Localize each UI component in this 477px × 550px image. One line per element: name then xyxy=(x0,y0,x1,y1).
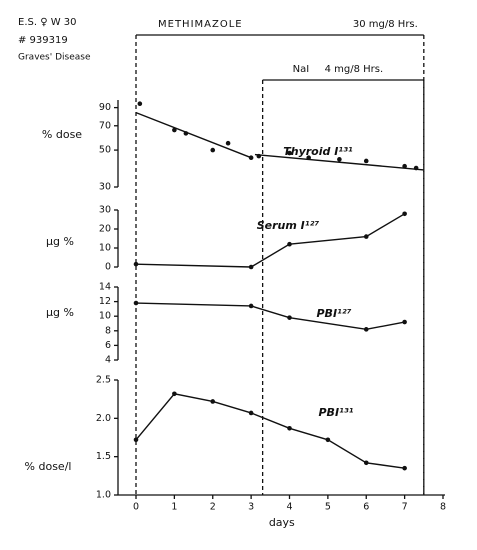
y-tick-label: 2.5 xyxy=(96,375,111,386)
x-tick-label: 2 xyxy=(210,502,216,513)
data-point xyxy=(133,437,139,443)
y-axis-label: µg % xyxy=(46,235,74,248)
series-line xyxy=(135,111,424,171)
y-tick-label: 20 xyxy=(99,224,111,235)
data-point xyxy=(287,150,292,156)
data-point xyxy=(133,300,139,306)
series-label: Serum I¹²⁷ xyxy=(257,219,320,232)
y-tick-label: 6 xyxy=(105,340,111,351)
x-tick-label: 4 xyxy=(286,502,292,513)
data-point xyxy=(172,127,177,133)
data-point xyxy=(337,157,342,162)
data-point xyxy=(287,426,292,431)
data-point xyxy=(325,437,331,443)
y-axis-label: % dose/l xyxy=(25,460,72,473)
data-point xyxy=(363,460,369,466)
y-tick-label: 4 xyxy=(105,355,111,366)
y-tick-label: 0 xyxy=(105,262,111,273)
x-tick-label: 1 xyxy=(171,502,177,513)
y-tick-label: 1.0 xyxy=(96,490,111,501)
x-tick-label: 7 xyxy=(402,502,408,513)
x-tick-label: 6 xyxy=(363,502,369,513)
y-tick-label: 10 xyxy=(99,311,111,322)
x-tick-label: 8 xyxy=(440,502,446,513)
data-point xyxy=(248,264,254,270)
y-tick-label: 12 xyxy=(99,296,111,307)
y-tick-label: 50 xyxy=(99,145,111,156)
x-tick-label: 3 xyxy=(248,502,254,513)
patient: E.S. ♀ W 30 xyxy=(18,17,77,28)
y-tick-label: 2.0 xyxy=(96,413,111,424)
data-point xyxy=(210,399,216,404)
data-point xyxy=(402,465,407,471)
x-tick-label: 0 xyxy=(133,502,139,513)
y-tick-label: 90 xyxy=(99,102,111,113)
data-point xyxy=(225,140,231,146)
data-point xyxy=(210,147,216,153)
data-point xyxy=(363,327,369,332)
series-label: PBI¹²⁷ xyxy=(317,307,352,320)
data-point xyxy=(172,391,177,397)
y-tick-label: 8 xyxy=(105,325,111,336)
data-point xyxy=(402,319,407,325)
y-axis-label: % dose xyxy=(42,128,82,141)
series-line xyxy=(135,302,405,331)
data-point xyxy=(363,158,369,164)
y-tick-label: 14 xyxy=(99,282,111,293)
series-label: Thyroid I¹³¹ xyxy=(283,145,353,158)
data-point xyxy=(402,211,407,217)
y-tick-label: 1.5 xyxy=(96,451,111,462)
y-tick-label: 10 xyxy=(99,243,111,254)
treatment-drug: METHIMAZOLE xyxy=(158,19,243,30)
treatment-dose: 4 mg/8 Hrs. xyxy=(325,64,384,75)
y-tick-label: 30 xyxy=(99,205,111,216)
data-point xyxy=(133,261,139,267)
data-point xyxy=(363,234,369,239)
diagnosis: Graves' Disease xyxy=(18,53,91,63)
y-tick-label: 70 xyxy=(99,120,111,131)
data-point xyxy=(287,315,292,320)
x-tick-label: 5 xyxy=(325,502,331,513)
y-tick-label: 30 xyxy=(99,182,111,193)
data-point xyxy=(402,163,407,169)
data-point xyxy=(287,241,292,247)
series-line xyxy=(135,393,405,469)
x-axis-label: days xyxy=(269,516,295,529)
patient-number: # 939319 xyxy=(18,35,68,46)
treatment-drug: NaI xyxy=(293,64,310,75)
data-point xyxy=(248,303,254,309)
y-axis-label: µg % xyxy=(46,306,74,319)
data-point xyxy=(248,410,254,416)
data-point xyxy=(137,101,143,107)
series-label: PBI¹³¹ xyxy=(319,406,354,419)
treatment-dose: 30 mg/8 Hrs. xyxy=(353,19,418,30)
